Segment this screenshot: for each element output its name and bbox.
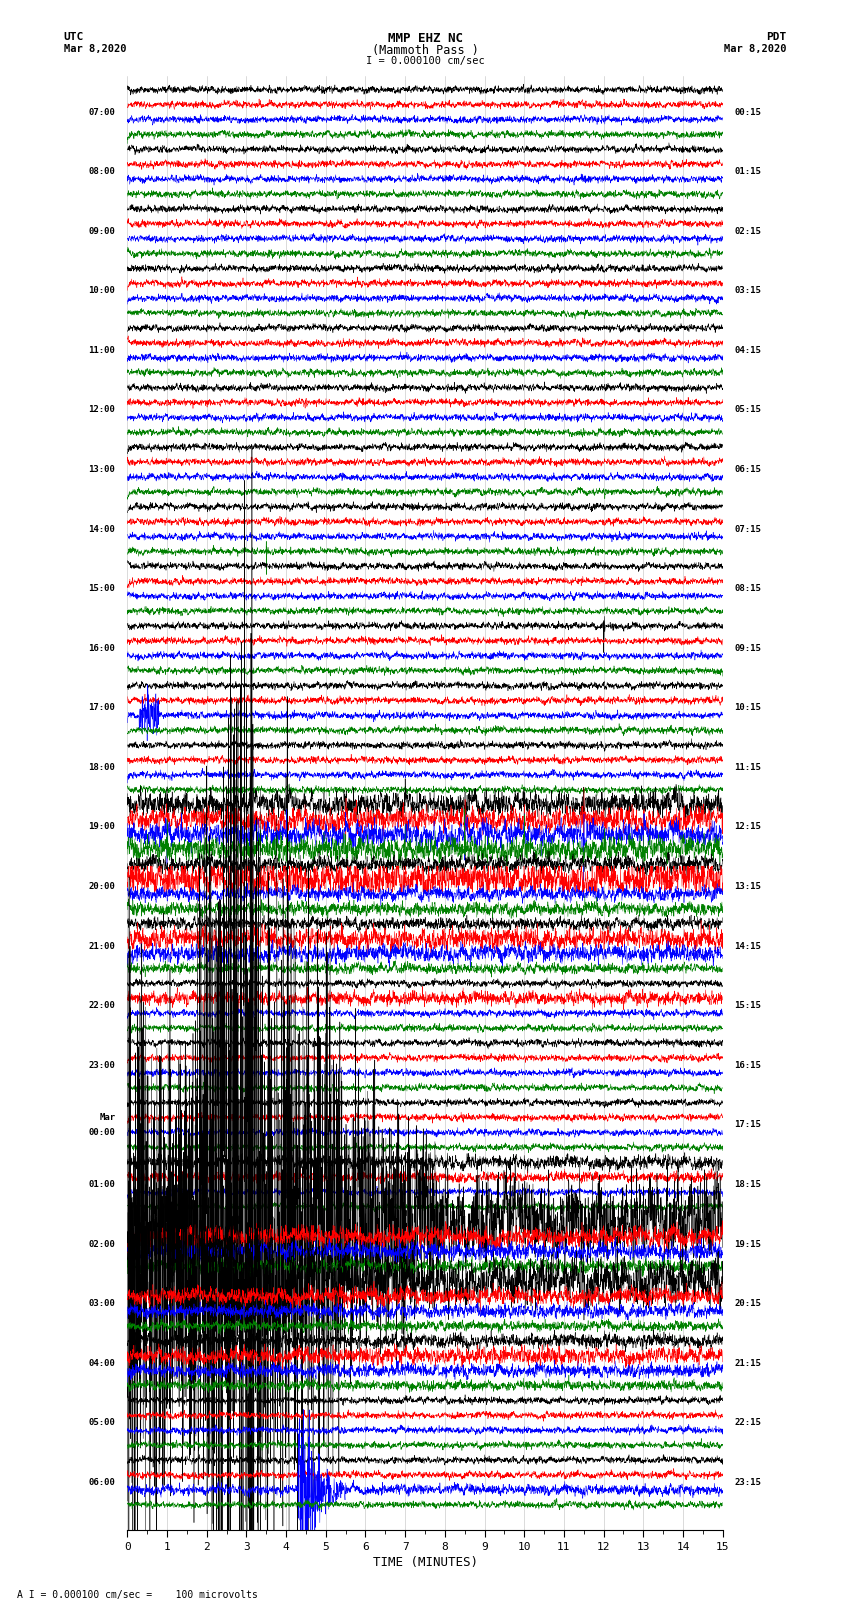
Text: Mar 8,2020: Mar 8,2020 (723, 44, 786, 53)
Text: I = 0.000100 cm/sec: I = 0.000100 cm/sec (366, 56, 484, 66)
Text: 01:00: 01:00 (88, 1181, 116, 1189)
Text: 09:00: 09:00 (88, 227, 116, 235)
Text: 03:00: 03:00 (88, 1298, 116, 1308)
Text: A I = 0.000100 cm/sec =    100 microvolts: A I = 0.000100 cm/sec = 100 microvolts (17, 1590, 258, 1600)
Text: 22:15: 22:15 (734, 1418, 762, 1428)
Text: 04:15: 04:15 (734, 345, 762, 355)
Text: 03:15: 03:15 (734, 286, 762, 295)
Text: 18:00: 18:00 (88, 763, 116, 773)
Text: 19:00: 19:00 (88, 823, 116, 831)
Text: 15:00: 15:00 (88, 584, 116, 594)
Text: 10:15: 10:15 (734, 703, 762, 713)
Text: 21:00: 21:00 (88, 942, 116, 950)
Text: Mar 8,2020: Mar 8,2020 (64, 44, 127, 53)
Text: 16:00: 16:00 (88, 644, 116, 653)
Text: PDT: PDT (766, 32, 786, 42)
Text: 13:15: 13:15 (734, 882, 762, 890)
Text: 13:00: 13:00 (88, 465, 116, 474)
Text: 21:15: 21:15 (734, 1358, 762, 1368)
Text: 08:15: 08:15 (734, 584, 762, 594)
Text: 07:00: 07:00 (88, 108, 116, 116)
Text: 00:15: 00:15 (734, 108, 762, 116)
X-axis label: TIME (MINUTES): TIME (MINUTES) (372, 1557, 478, 1569)
Text: 05:00: 05:00 (88, 1418, 116, 1428)
Text: 23:00: 23:00 (88, 1061, 116, 1069)
Text: 07:15: 07:15 (734, 524, 762, 534)
Text: 00:00: 00:00 (88, 1127, 116, 1137)
Text: UTC: UTC (64, 32, 84, 42)
Text: 02:00: 02:00 (88, 1239, 116, 1248)
Text: 11:15: 11:15 (734, 763, 762, 773)
Text: 06:15: 06:15 (734, 465, 762, 474)
Text: 01:15: 01:15 (734, 168, 762, 176)
Text: 12:00: 12:00 (88, 405, 116, 415)
Text: 14:15: 14:15 (734, 942, 762, 950)
Text: Mar: Mar (99, 1113, 116, 1123)
Text: 17:00: 17:00 (88, 703, 116, 713)
Text: 08:00: 08:00 (88, 168, 116, 176)
Text: 06:00: 06:00 (88, 1478, 116, 1487)
Text: 20:00: 20:00 (88, 882, 116, 890)
Text: 12:15: 12:15 (734, 823, 762, 831)
Text: 20:15: 20:15 (734, 1298, 762, 1308)
Text: 14:00: 14:00 (88, 524, 116, 534)
Text: 16:15: 16:15 (734, 1061, 762, 1069)
Text: 18:15: 18:15 (734, 1181, 762, 1189)
Text: (Mammoth Pass ): (Mammoth Pass ) (371, 44, 479, 56)
Text: 15:15: 15:15 (734, 1002, 762, 1010)
Text: 11:00: 11:00 (88, 345, 116, 355)
Text: 09:15: 09:15 (734, 644, 762, 653)
Text: 22:00: 22:00 (88, 1002, 116, 1010)
Text: MMP EHZ NC: MMP EHZ NC (388, 32, 462, 45)
Text: 05:15: 05:15 (734, 405, 762, 415)
Text: 17:15: 17:15 (734, 1121, 762, 1129)
Text: 02:15: 02:15 (734, 227, 762, 235)
Text: 10:00: 10:00 (88, 286, 116, 295)
Text: 19:15: 19:15 (734, 1239, 762, 1248)
Text: 23:15: 23:15 (734, 1478, 762, 1487)
Text: 04:00: 04:00 (88, 1358, 116, 1368)
